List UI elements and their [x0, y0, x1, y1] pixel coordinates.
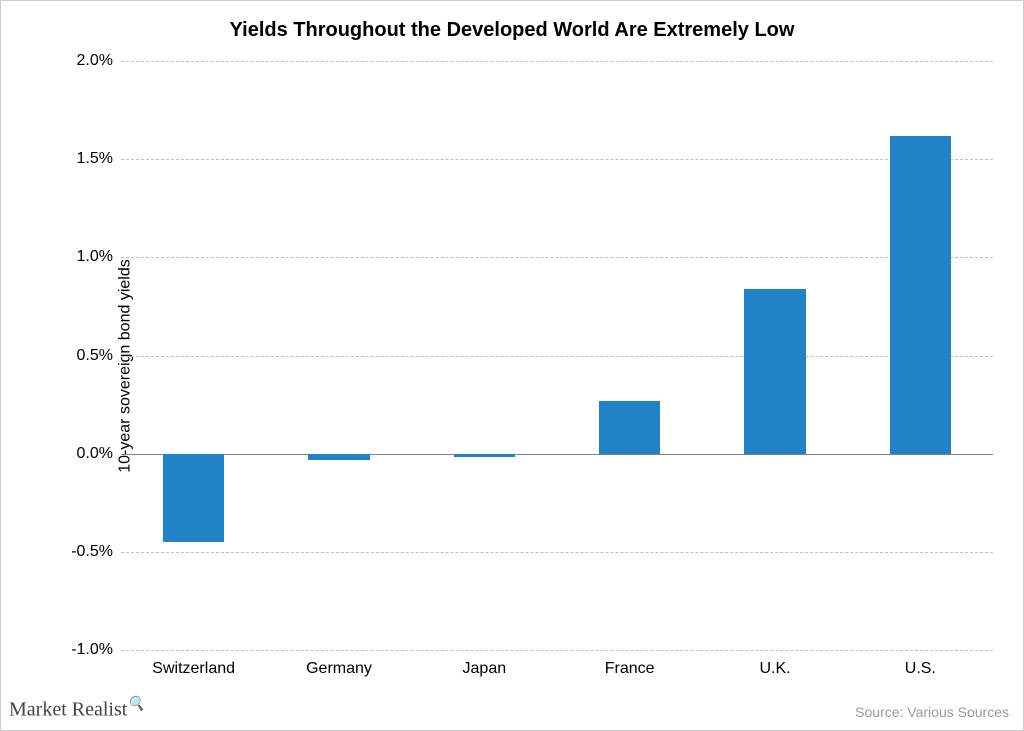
y-tick-label: -0.5%: [71, 543, 121, 561]
y-tick-label: 2.0%: [77, 52, 121, 70]
grid-line: [121, 650, 993, 651]
bar: [744, 289, 805, 454]
bar: [454, 454, 515, 457]
search-icon: 🔍: [127, 697, 144, 712]
chart-container: Yields Throughout the Developed World Ar…: [1, 1, 1023, 730]
x-tick-label: France: [605, 650, 655, 678]
x-tick-label: U.S.: [905, 650, 936, 678]
bar: [308, 454, 369, 460]
y-tick-label: 1.0%: [77, 248, 121, 266]
x-tick-label: Switzerland: [152, 650, 235, 678]
plot-area: -1.0%-0.5%0.0%0.5%1.0%1.5%2.0%Switzerlan…: [121, 61, 993, 650]
grid-line: [121, 356, 993, 357]
y-tick-label: 0.5%: [77, 347, 121, 365]
chart-title: Yields Throughout the Developed World Ar…: [1, 19, 1023, 42]
bar: [599, 401, 660, 454]
x-tick-label: Japan: [463, 650, 507, 678]
y-tick-label: 0.0%: [77, 445, 121, 463]
x-tick-label: U.K.: [759, 650, 790, 678]
x-tick-label: Germany: [306, 650, 372, 678]
bar: [163, 454, 224, 542]
watermark-logo: Market Realist🔍: [9, 696, 145, 722]
y-tick-label: 1.5%: [77, 150, 121, 168]
grid-line: [121, 61, 993, 62]
bar: [890, 136, 951, 454]
source-caption: Source: Various Sources: [855, 704, 1009, 720]
zero-axis-line: [121, 454, 993, 455]
grid-line: [121, 552, 993, 553]
y-tick-label: -1.0%: [71, 641, 121, 659]
grid-line: [121, 159, 993, 160]
watermark-text: Market Realist: [9, 699, 127, 721]
grid-line: [121, 257, 993, 258]
